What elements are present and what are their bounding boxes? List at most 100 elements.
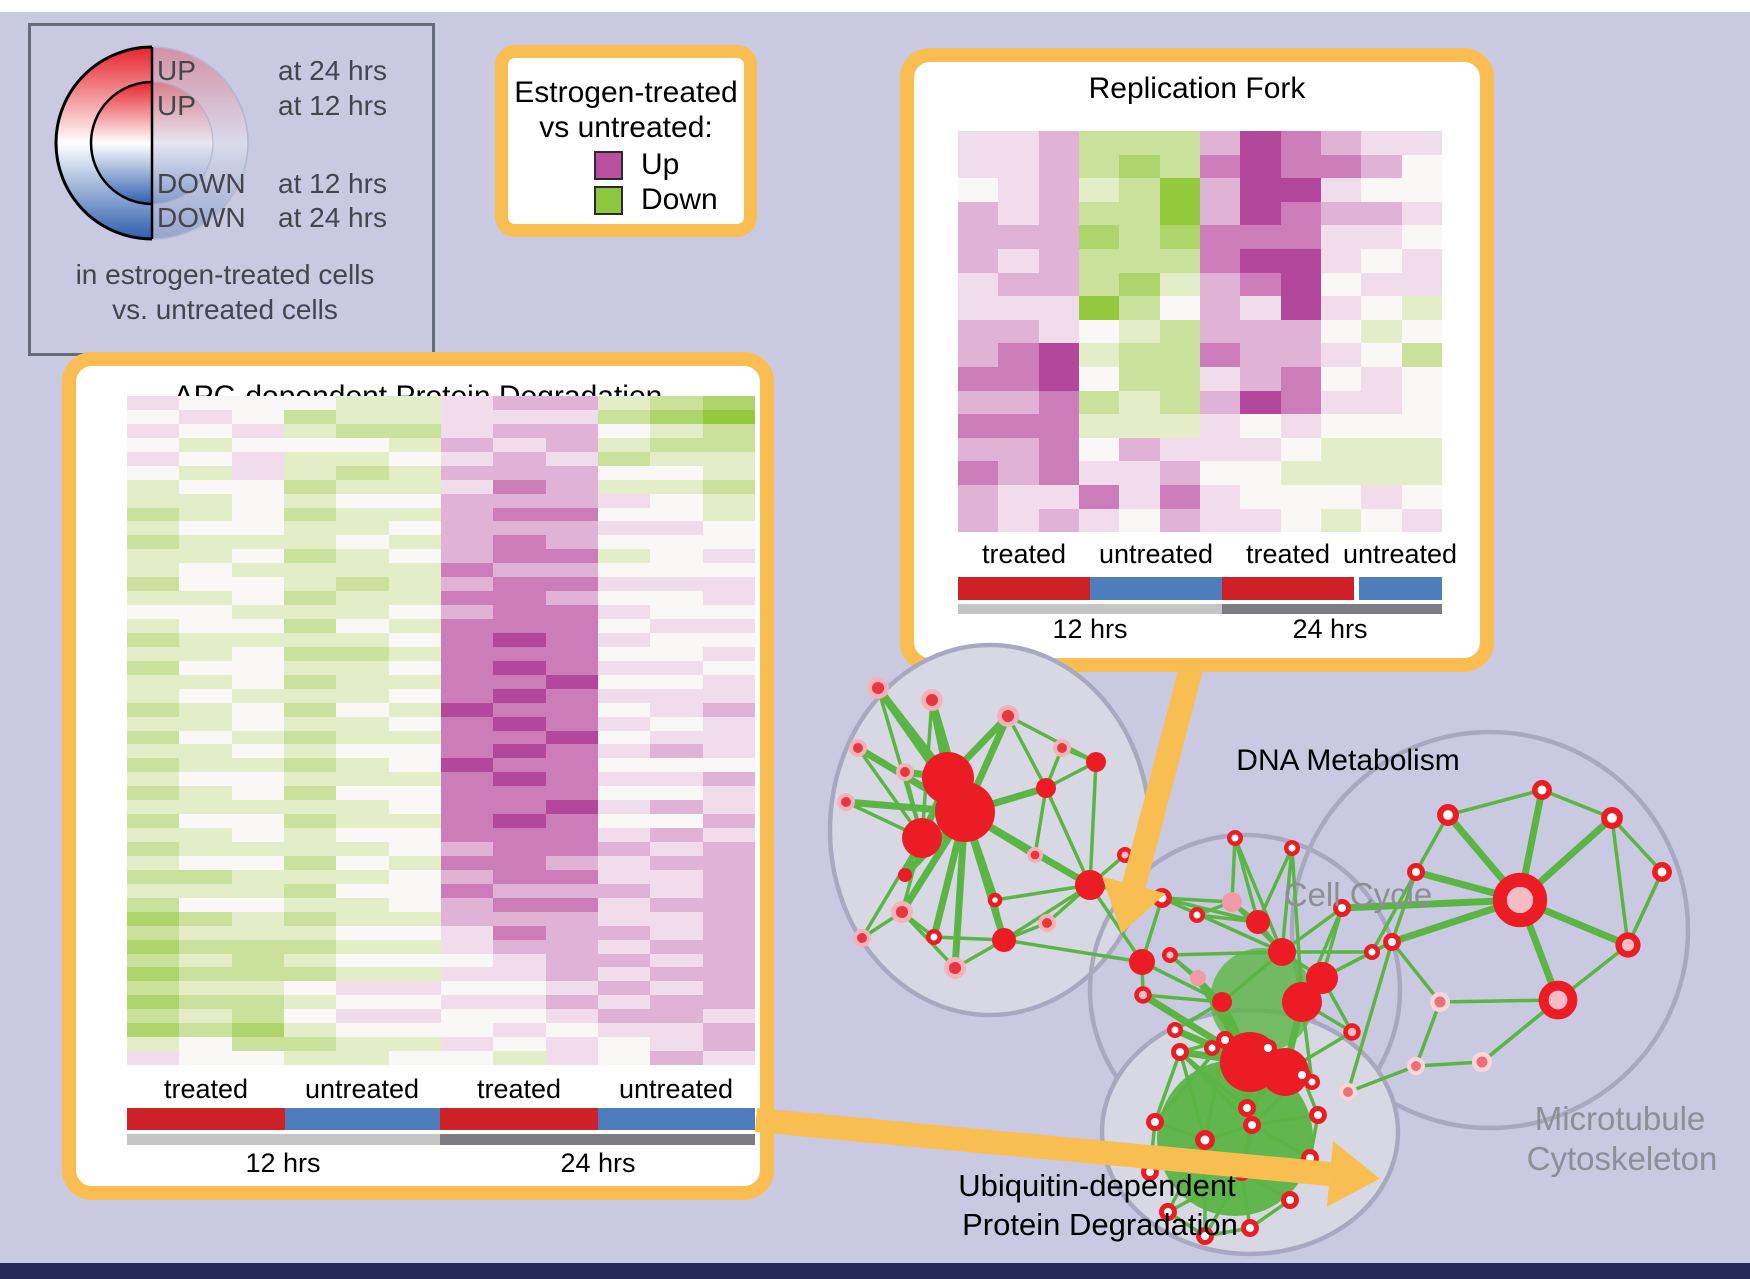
heatmap-row <box>958 461 1442 485</box>
network-edge <box>899 810 968 914</box>
network-node <box>1129 949 1155 975</box>
time-bar <box>958 604 1222 614</box>
network-edge <box>1222 1037 1253 1065</box>
heatmap-row <box>958 131 1442 155</box>
heatmap-row <box>127 911 755 926</box>
heatmap-cell <box>702 535 755 550</box>
heatmap-cell <box>1119 484 1160 509</box>
network-edge <box>1518 896 1630 949</box>
heatmap-cell <box>1078 366 1120 391</box>
heatmap-row <box>958 343 1442 367</box>
heatmap-cell <box>702 465 755 480</box>
heatmap-cell <box>336 479 389 494</box>
heatmap-cell <box>1361 319 1402 344</box>
heatmap-cell <box>1401 414 1442 438</box>
network-node <box>837 793 855 811</box>
heatmap-cell <box>388 535 441 550</box>
heatmap-cell <box>1280 461 1321 485</box>
heatmap-cell <box>283 563 337 578</box>
network-edge <box>1300 1074 1320 1116</box>
heatmap-cell <box>493 897 546 912</box>
heatmap-cell <box>127 437 180 452</box>
heatmap-cell <box>493 646 546 661</box>
time-label: 24 hrs <box>560 1148 636 1178</box>
network-node <box>1001 709 1015 723</box>
heatmap-cell <box>440 939 494 954</box>
heatmap-cell <box>179 716 232 731</box>
heatmap-cell <box>597 577 651 592</box>
heatmap-cell <box>1280 414 1321 438</box>
network-edge <box>1089 883 1163 900</box>
heatmap-cell <box>650 646 703 661</box>
heatmap-cell <box>127 967 180 982</box>
heatmap-cell <box>1320 437 1362 462</box>
network-edge <box>993 899 1006 941</box>
heatmap-cell <box>1119 508 1160 533</box>
dense-edge-blob <box>1210 948 1314 1052</box>
network-edge <box>1248 1198 1292 1230</box>
heatmap-cell <box>998 437 1039 462</box>
heatmap-row <box>958 390 1442 415</box>
heatmap-cell <box>1078 461 1120 485</box>
heatmap-cell <box>1159 178 1200 202</box>
heatmap-cell <box>650 493 703 508</box>
heatmap-cell <box>283 619 337 633</box>
heatmap-cell <box>179 646 232 661</box>
heatmap-cell <box>1280 272 1321 297</box>
heatmap-cell <box>545 1009 598 1024</box>
network-node <box>1134 986 1152 1004</box>
heatmap-cell <box>231 396 284 410</box>
heatmap-cell <box>440 409 494 424</box>
heatmap-cell <box>231 451 284 466</box>
heatmap-cell <box>1280 131 1321 155</box>
heatmap-cell <box>231 981 284 996</box>
heatmap-cell <box>179 549 232 564</box>
network-node <box>925 928 943 946</box>
heatmap-cell <box>179 1051 232 1065</box>
heatmap-row <box>127 786 755 801</box>
heatmap-cell <box>1159 154 1200 179</box>
heatmap-cell <box>231 939 284 954</box>
network-edge <box>1223 1039 1254 1126</box>
network-edge <box>1300 907 1344 1003</box>
heatmap-cell <box>440 1009 494 1024</box>
heatmap-cell <box>1401 484 1442 509</box>
heatmap-cell <box>283 967 337 982</box>
cluster-circle-dna-metabolism <box>827 642 1153 1018</box>
heatmap-cell <box>1401 272 1442 297</box>
heatmap-cell <box>231 814 284 829</box>
network-edge <box>1220 950 1284 1004</box>
heatmap-cell <box>179 493 232 508</box>
heatmap-cell <box>179 1023 232 1038</box>
heatmap-cell <box>388 423 441 438</box>
heatmap-cell <box>650 563 703 578</box>
heatmap-cell <box>388 855 441 870</box>
heatmap-cell <box>493 1023 546 1038</box>
network-edge <box>994 883 1091 902</box>
heatmap-cell <box>650 632 703 647</box>
network-edge <box>1243 1061 1254 1109</box>
heatmap-row <box>127 465 755 480</box>
heatmap-cell <box>1199 225 1241 249</box>
heatmap-cell <box>283 479 337 494</box>
network-node <box>1220 1032 1280 1092</box>
heatmap-cell <box>283 995 337 1010</box>
network-edge <box>1414 1001 1442 1067</box>
heatmap-cell <box>1320 201 1362 226</box>
heatmap-cell <box>597 493 651 508</box>
heatmap-cell <box>127 842 180 856</box>
network-edge <box>1006 715 1048 789</box>
heatmap-cell <box>231 995 284 1010</box>
heatmap-cell <box>283 535 337 550</box>
heatmap-cell <box>1119 225 1160 249</box>
heatmap-cell <box>231 716 284 731</box>
heatmap-cell <box>1119 178 1160 202</box>
heatmap-cell <box>440 716 494 731</box>
heatmap-cell <box>545 619 598 633</box>
heatmap-cell <box>1401 343 1442 367</box>
heatmap-cell <box>336 465 389 480</box>
network-node <box>1233 1163 1251 1181</box>
network-edge <box>1240 1171 1252 1229</box>
heatmap-row <box>127 521 755 536</box>
network-edge <box>1414 814 1450 873</box>
